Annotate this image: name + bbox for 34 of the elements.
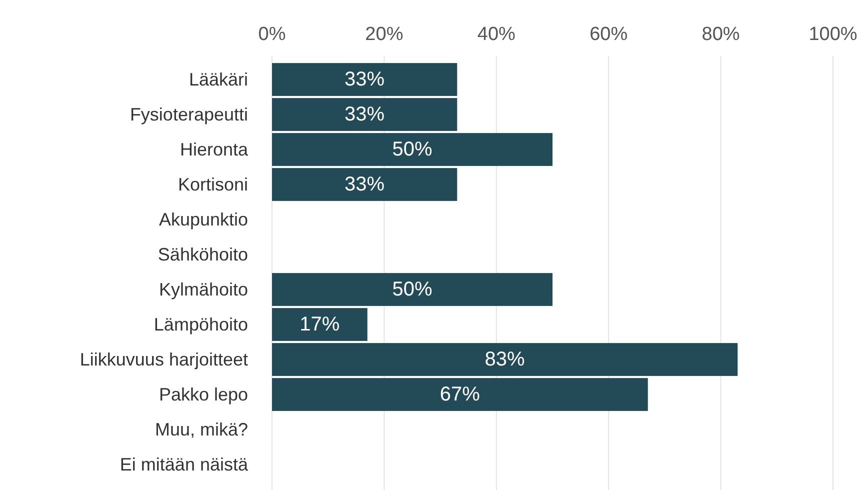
y-tick-label: Hieronta (180, 139, 249, 160)
y-tick-label: Pakko lepo (158, 384, 248, 404)
x-tick-label: 60% (590, 24, 628, 45)
x-tick-label: 80% (702, 24, 740, 45)
bar (272, 63, 458, 96)
data-label: 50% (392, 278, 432, 300)
y-tick-label: Lääkäri (188, 69, 248, 90)
y-tick-label: Muu, mikä? (154, 419, 248, 440)
data-label: 67% (440, 384, 480, 406)
bar (272, 378, 648, 411)
bar (272, 168, 458, 201)
y-tick-label: Sähköhoito (158, 244, 248, 264)
bar (272, 273, 552, 306)
x-tick-label: 20% (365, 24, 404, 45)
y-tick-label: Akupunktio (158, 209, 248, 230)
y-tick-label: Kortisoni (178, 174, 248, 194)
data-label: 33% (344, 68, 385, 90)
y-tick-label: Kylmähoito (158, 279, 248, 300)
data-label: 83% (484, 348, 526, 370)
data-label: 33% (344, 174, 385, 196)
x-tick-label: 40% (477, 24, 516, 45)
bar (272, 98, 458, 131)
x-tick-label: 0% (258, 24, 286, 45)
data-label: 33% (344, 104, 385, 126)
x-tick-label: 100% (808, 24, 858, 45)
y-tick-label: Ei mitään näistä (120, 454, 249, 474)
y-tick-label: Lämpöhoito (154, 314, 248, 334)
y-tick-label: Fysioterapeutti (130, 104, 248, 124)
y-tick-label: Liikkuvuus harjoitteet (80, 349, 248, 370)
bar (272, 308, 368, 341)
bar (272, 343, 738, 376)
data-label: 17% (300, 314, 340, 336)
bar (272, 133, 552, 166)
data-label: 50% (392, 138, 432, 160)
